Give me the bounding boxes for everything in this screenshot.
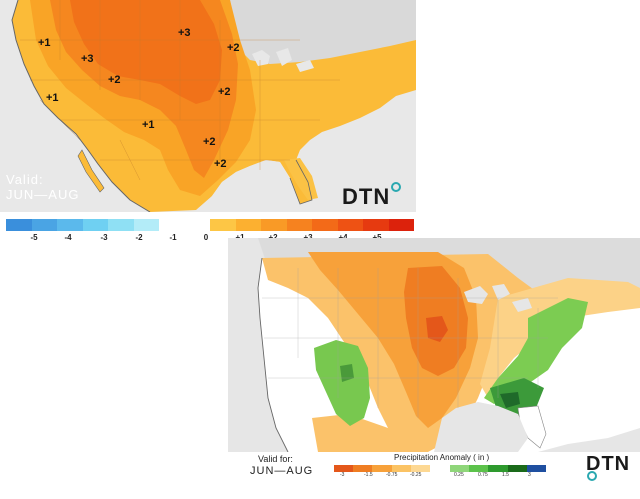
- temperature-legend-tick: +1: [235, 233, 244, 242]
- precip-dry-tick: -3: [340, 472, 345, 478]
- valid-period: JUN—AUG: [6, 187, 80, 202]
- temperature-legend-swatch: [6, 219, 32, 231]
- precip-wet-legend-bar: [450, 465, 547, 472]
- precip-wet-swatch: [469, 465, 489, 472]
- temperature-legend-swatch: [286, 219, 312, 231]
- precip-wet-swatch: [526, 465, 547, 472]
- valid-period-text: Valid: JUN—AUG: [6, 172, 79, 202]
- precip-dry-swatch: [391, 465, 411, 472]
- precip-dry-swatch: [410, 465, 431, 472]
- precip-wet-swatch: [488, 465, 508, 472]
- precip-dry-swatch: [372, 465, 392, 472]
- temperature-legend-tick: +3: [303, 233, 312, 242]
- anomaly-label: +2: [203, 136, 216, 148]
- temperature-map-graphic: [0, 0, 416, 212]
- temperature-legend-swatch: [363, 219, 389, 231]
- precip-dry-tick: -1.5: [364, 472, 373, 478]
- anomaly-label: +1: [142, 119, 155, 131]
- precip-dry-swatch: [353, 465, 373, 472]
- valid-label: Valid:: [6, 172, 44, 187]
- temperature-legend-swatch: [312, 219, 338, 231]
- precip-legend-title: Precipitation Anomaly ( in ): [394, 453, 490, 462]
- precipitation-anomaly-map: [228, 238, 640, 452]
- dtn-logo-text: DTN: [342, 184, 391, 209]
- precip-wet-swatch: [450, 465, 470, 472]
- temperature-legend-swatch: [337, 219, 363, 231]
- anomaly-label: +1: [38, 37, 51, 49]
- valid-for-period: JUN—AUG: [250, 465, 314, 477]
- temperature-legend-swatch: [57, 219, 83, 231]
- anomaly-label: +2: [218, 86, 231, 98]
- precip-dry-legend-bar: [334, 465, 431, 472]
- temperature-legend-tick: -4: [64, 233, 72, 242]
- temperature-legend-swatch: [235, 219, 261, 231]
- precip-wet-tick: 3: [528, 472, 531, 478]
- temperature-legend-tick: -2: [135, 233, 143, 242]
- temperature-legend-swatch: [184, 219, 210, 231]
- precip-wet-tick: 1.5: [502, 472, 509, 478]
- precip-dry-tick: -0.75: [386, 472, 398, 478]
- temperature-legend-swatch: [133, 219, 159, 231]
- temperature-legend-tick: -3: [100, 233, 108, 242]
- temperature-legend-swatch: [388, 219, 414, 231]
- precip-wet-swatch: [507, 465, 527, 472]
- precip-wet-tick: 0.75: [478, 472, 488, 478]
- precipitation-footer: Valid for: JUN—AUG Precipitation Anomaly…: [228, 452, 640, 481]
- precip-dtn-logo-text: DTN: [586, 453, 631, 475]
- precipitation-map-graphic: [228, 238, 640, 452]
- anomaly-label: +3: [81, 53, 94, 65]
- temperature-legend-tick: +4: [338, 233, 347, 242]
- anomaly-label: +2: [214, 158, 227, 170]
- temperature-legend-swatch: [210, 219, 236, 231]
- anomaly-label: +3: [178, 27, 191, 39]
- anomaly-label: +2: [227, 42, 240, 54]
- temperature-legend-tick: -1: [169, 233, 177, 242]
- precip-wet-tick: 0.25: [454, 472, 464, 478]
- temperature-legend-swatch: [82, 219, 108, 231]
- temperature-legend-tick: 0: [203, 233, 209, 242]
- valid-for-label: Valid for:: [258, 454, 293, 464]
- precip-dry-swatch: [334, 465, 354, 472]
- temperature-legend-swatch: [159, 219, 185, 231]
- temperature-legend-swatch: [108, 219, 134, 231]
- temperature-legend-bar: [6, 219, 414, 231]
- temperature-legend-swatch: [261, 219, 287, 231]
- precip-dtn-logo: DTN: [586, 453, 640, 499]
- dtn-logo-dot-icon: [391, 182, 402, 192]
- anomaly-label: +1: [46, 92, 59, 104]
- temperature-legend-tick: +2: [268, 233, 277, 242]
- temperature-legend-tick: -5: [30, 233, 38, 242]
- temperature-legend-swatch: [31, 219, 57, 231]
- temperature-legend-tick: +5: [372, 233, 381, 242]
- anomaly-label: +2: [108, 74, 121, 86]
- temperature-anomaly-map: +1 +3 +3 +2 +2 +1 +2 +1 +2 +2 Valid: JUN…: [0, 0, 416, 212]
- precip-dry-tick: -0.25: [410, 472, 422, 478]
- dtn-logo: DTN: [342, 182, 402, 210]
